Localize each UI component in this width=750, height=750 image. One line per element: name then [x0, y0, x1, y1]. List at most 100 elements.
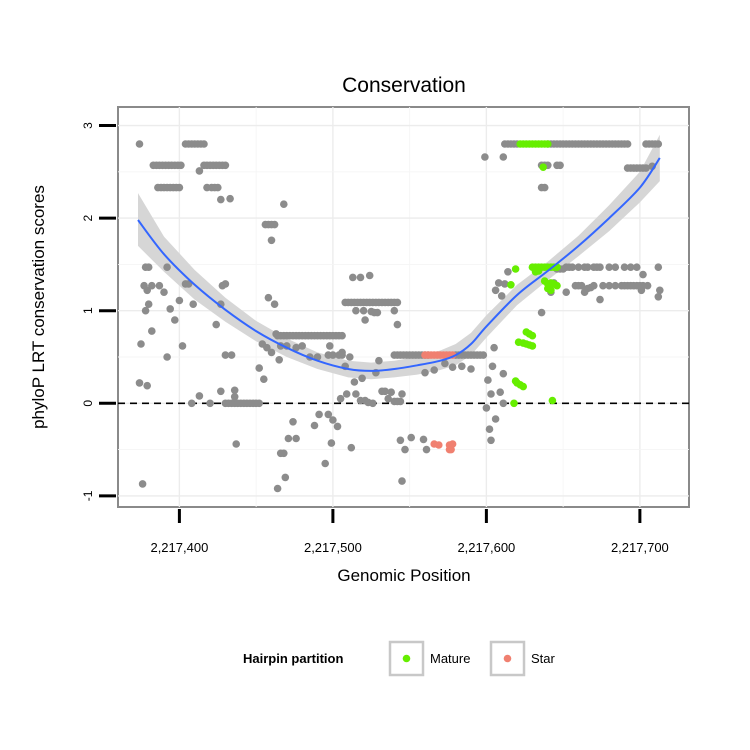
data-point-other — [327, 439, 336, 447]
data-point-other — [596, 295, 604, 304]
data-point-other — [562, 288, 570, 297]
data-point-other — [441, 359, 449, 368]
data-point-other — [643, 281, 652, 290]
data-point-other — [163, 353, 171, 361]
data-point-other — [421, 368, 429, 377]
smooth-line — [137, 157, 661, 372]
data-point-mature — [539, 163, 547, 171]
data-point-other — [230, 386, 239, 395]
data-point-other — [217, 195, 225, 204]
data-point-other — [393, 298, 402, 307]
data-point-other — [487, 436, 495, 445]
data-point-other — [356, 273, 365, 282]
data-point-other — [485, 425, 494, 434]
data-point-other — [267, 348, 276, 357]
data-point-other — [280, 449, 288, 458]
data-point-other — [217, 387, 225, 396]
data-point-other — [384, 394, 393, 403]
data-point-other — [284, 434, 293, 443]
legend: Hairpin partition Mature Star — [243, 640, 556, 677]
data-point-other — [221, 161, 230, 170]
data-point-other — [349, 273, 357, 282]
data-point-other — [212, 320, 220, 329]
chart-title: Conservation — [342, 74, 466, 97]
data-point-other — [281, 473, 290, 482]
data-point-other — [144, 300, 153, 309]
data-point-other — [499, 399, 508, 408]
data-point-other — [490, 343, 498, 352]
data-point-other — [195, 392, 204, 400]
data-point-other — [407, 433, 416, 442]
axes: 2,217,400 2,217,500 2,217,600 2,217,700 -1 0 1… — [81, 122, 669, 555]
data-point-other — [375, 356, 383, 365]
data-point-other — [504, 268, 512, 276]
data-point-mature — [528, 331, 537, 340]
data-point-other — [605, 263, 613, 272]
data-point-other — [264, 293, 273, 302]
data-point-other — [313, 353, 322, 361]
data-point-other — [484, 376, 492, 384]
y-axis-label: phyloP LRT conservation scores — [29, 185, 48, 429]
data-point-other — [315, 410, 323, 419]
data-point-other — [611, 263, 620, 272]
data-point-other — [232, 440, 240, 448]
data-point-mature — [511, 265, 520, 273]
data-point-other — [448, 363, 457, 372]
data-point-other — [292, 434, 300, 443]
data-point-other — [574, 263, 583, 272]
data-point-other — [577, 281, 586, 290]
data-point-other — [166, 305, 174, 313]
data-point-other — [342, 390, 351, 398]
data-point-other — [141, 306, 150, 315]
data-point-other — [135, 140, 144, 148]
data-point-other — [336, 394, 345, 403]
data-point-other — [611, 281, 620, 290]
data-point-other — [487, 390, 495, 398]
data-point-other — [338, 331, 346, 340]
data-point-other — [270, 220, 279, 229]
data-point-other — [163, 263, 171, 272]
data-point-other — [654, 140, 663, 148]
data-point-other — [321, 459, 330, 468]
data-point-other — [479, 351, 488, 359]
data-point-star — [447, 445, 455, 454]
data-point-other — [358, 374, 366, 383]
y-tick-label: -1 — [81, 490, 95, 501]
data-point-other — [590, 281, 598, 290]
legend-swatch-mature — [402, 654, 411, 663]
data-point-other — [289, 418, 297, 426]
x-tick-label: 2,217,600 — [457, 540, 515, 555]
data-point-other — [270, 300, 279, 309]
data-point-other — [419, 435, 428, 444]
data-point-other — [329, 416, 337, 424]
legend-label-mature: Mature — [430, 651, 470, 666]
data-point-other — [138, 480, 147, 488]
data-point-other — [494, 279, 503, 287]
data-point-other — [401, 445, 409, 454]
data-point-other — [155, 281, 164, 290]
data-point-other — [393, 320, 402, 329]
data-point-other — [144, 263, 153, 272]
data-point-other — [227, 351, 236, 359]
data-point-other — [352, 390, 360, 398]
data-point-other — [596, 263, 604, 272]
data-point-other — [267, 236, 276, 245]
data-point-other — [580, 288, 589, 297]
data-point-other — [324, 410, 333, 419]
data-point-other — [568, 263, 577, 272]
y-tick-label: 3 — [81, 122, 95, 129]
data-point-other — [633, 263, 641, 272]
data-point-other — [333, 422, 342, 431]
data-point-other — [263, 343, 271, 352]
data-point-other — [361, 316, 369, 324]
data-point-other — [143, 286, 151, 295]
data-point-other — [177, 161, 185, 170]
data-point-other — [369, 399, 377, 408]
data-point-other — [481, 153, 489, 161]
data-point-other — [396, 436, 405, 445]
data-point-other — [458, 362, 466, 371]
data-point-other — [338, 351, 346, 359]
data-point-other — [656, 286, 664, 295]
data-point-other — [501, 280, 509, 288]
data-point-other — [390, 306, 399, 315]
